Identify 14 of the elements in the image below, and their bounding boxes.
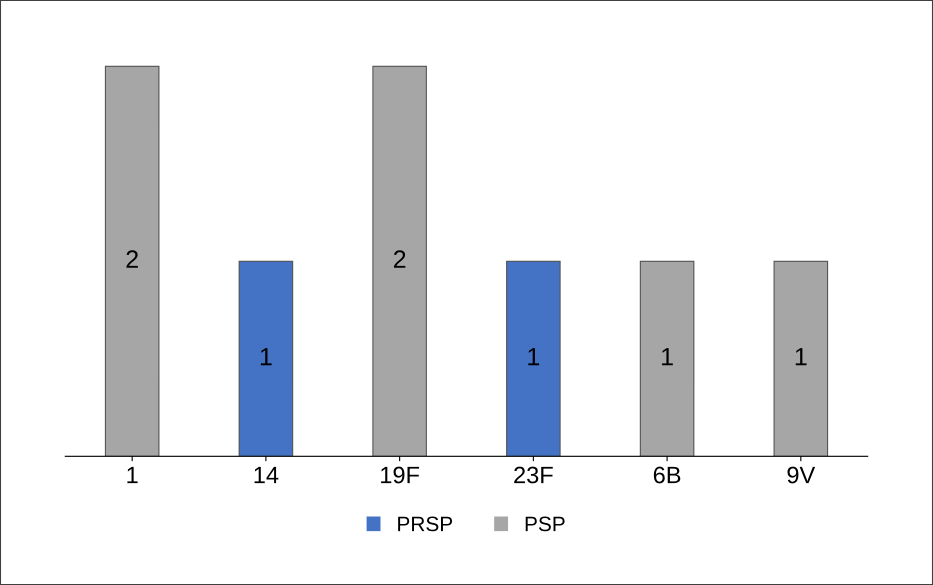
data-label: 1 [260,348,272,366]
x-tick-label: 6B [654,466,680,484]
x-tick-label: 19F [381,466,420,484]
data-label: 1 [796,348,807,366]
data-label: 1 [662,348,673,366]
data-label: 2 [126,250,138,268]
legend-label: PSP [526,516,565,532]
x-tick-label: 14 [254,466,278,484]
data-label: 2 [394,250,406,268]
x-tick-label: 9V [787,466,816,484]
x-tick-label: 23F [514,466,553,484]
legend-label: PRSP [398,516,452,532]
x-tick-label: 1 [127,466,138,484]
data-label: 1 [528,348,540,366]
